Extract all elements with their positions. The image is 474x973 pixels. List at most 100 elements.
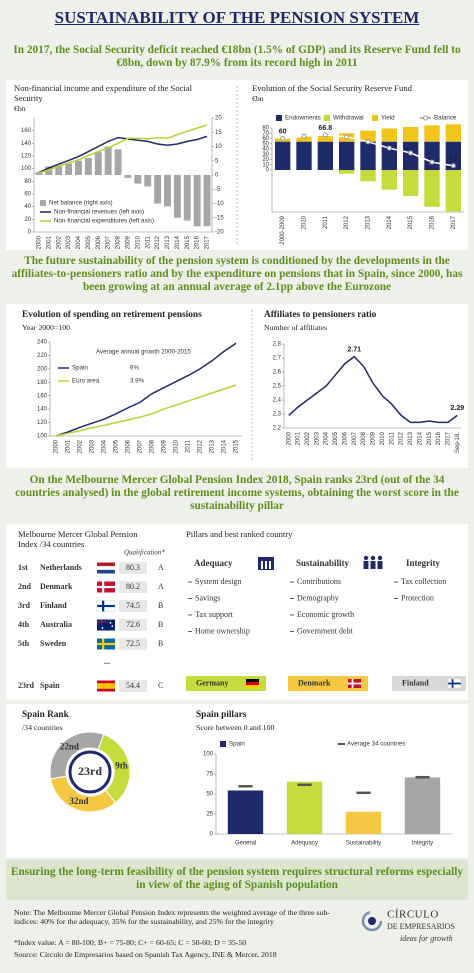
rank-subtitle: /34 countries (22, 723, 63, 732)
x-tick-label: 2014 (417, 431, 423, 445)
x-tick-label: 2001 (66, 439, 72, 453)
bar (203, 175, 211, 227)
y-tick-label: 80 (262, 126, 269, 132)
score: 74.5 (126, 601, 140, 610)
score-cell (119, 638, 147, 650)
grade: A (158, 563, 164, 572)
grade: A (158, 582, 164, 591)
bar (286, 781, 323, 834)
pillar-name: Adequacy (194, 558, 233, 568)
page-title: SUSTAINABILITY OF THE PENSION SYSTEM (54, 8, 420, 27)
x-tick-label: 2007 (352, 431, 358, 445)
grade: B (158, 639, 163, 648)
x-tick-label: Adequacy (291, 841, 318, 847)
y-tick-label: 10 (215, 144, 222, 150)
grade: B (158, 601, 163, 610)
x-tick-label: 2000 (286, 431, 292, 445)
y-tick-label: 100 (37, 434, 48, 440)
x-tick-label: 2009 (126, 235, 132, 249)
x-tick-label: 2005 (333, 431, 339, 445)
x-tick-label: 2003 (90, 439, 96, 453)
y-tick-label: 50 (262, 141, 269, 147)
flag-part (97, 566, 115, 570)
x-tick-label: General (235, 841, 256, 847)
x-tick-label: 2004 (324, 431, 330, 445)
y-tick-label: -5 (215, 187, 221, 193)
x-tick-label: 2003 (314, 431, 320, 445)
x-tick-label: 2009 (371, 431, 377, 445)
flag-border (96, 600, 116, 612)
score-cell (119, 680, 147, 692)
y-tick-label: 15 (215, 130, 222, 136)
y-tick-label: 2,2 (273, 426, 282, 432)
bar (360, 170, 376, 182)
country: Denmark (40, 582, 73, 591)
x-tick-label: Sep-18. (455, 432, 461, 453)
bar (424, 170, 440, 207)
country: Spain (40, 681, 60, 690)
flag-part (101, 627, 104, 629)
x-tick-label: 2005 (114, 439, 120, 453)
bar (173, 175, 181, 218)
chart-title: Affiliates to pensioners ratio (264, 310, 377, 320)
y-tick-label: 0 (266, 168, 270, 174)
data-label: 8.1 (448, 156, 458, 163)
y-tick-label: 160 (21, 128, 32, 134)
pillar-item: Contributions (297, 577, 341, 586)
bar (402, 126, 419, 142)
bar (45, 166, 53, 175)
x-tick-label: 2011 (145, 235, 151, 249)
bar (296, 141, 312, 170)
x-tick-label: 2000 (37, 235, 43, 249)
x-tick-label: 2014 (387, 215, 393, 229)
bar (274, 141, 291, 170)
bar (296, 136, 312, 142)
bar (94, 152, 102, 175)
point (301, 133, 307, 139)
x-tick-label: 2010 (302, 215, 308, 229)
y-tick-label: 2,5 (273, 384, 282, 390)
x-tick-label: 2014 (222, 439, 228, 453)
pillar-item: Government debt (297, 626, 354, 635)
y-tick-label: 140 (37, 407, 48, 413)
x-tick-label: Sustainability (346, 841, 381, 847)
x-tick-label: 2004 (76, 235, 82, 249)
rank-title: Spain Rank (22, 710, 69, 720)
x-tick-label: 2017 (446, 431, 452, 445)
legend-label: Withdrawal (333, 115, 364, 122)
panel (6, 304, 468, 468)
y-tick-label: 5 (215, 158, 219, 164)
x-tick-label: 2012 (399, 431, 405, 445)
score-cell (119, 600, 147, 612)
chart-subtitle: Year 2000=100 (22, 323, 71, 332)
point (429, 159, 435, 165)
intro: In 2017, the Social Security deficit rea… (13, 44, 461, 69)
bar (424, 141, 440, 170)
legend-swatch (40, 200, 46, 206)
bar (65, 163, 73, 175)
note: Note: The Melbourne Mercer Global Pensio… (14, 908, 330, 926)
country: Sweden (40, 639, 67, 648)
rank: 23rd (18, 681, 35, 690)
pillar-rank: 22nd (60, 742, 79, 752)
bar (317, 134, 334, 142)
bar (317, 141, 334, 170)
legend-label: Yield (381, 115, 395, 122)
logo-mark (361, 910, 383, 932)
icon (377, 561, 383, 569)
data-label: 2.29 (451, 405, 465, 412)
legend-label: Euro area (72, 378, 100, 385)
x-tick-label: 2016 (430, 215, 436, 229)
y-tick-label: 2,3 (273, 412, 282, 418)
y-tick-label: 50 (206, 792, 213, 798)
logo-mark (368, 917, 376, 925)
score-cell (119, 619, 147, 631)
legend-title: Average annual growth 2000-2015 (96, 349, 191, 356)
table-title: Melbourne Mercer Global Pension Index /3… (18, 529, 138, 549)
series-line (38, 135, 208, 174)
pillar-item: Savings (195, 593, 220, 602)
flag-part (111, 625, 114, 627)
flag-part (97, 585, 115, 589)
legend-label: Spain (229, 741, 245, 748)
bar (104, 146, 112, 175)
